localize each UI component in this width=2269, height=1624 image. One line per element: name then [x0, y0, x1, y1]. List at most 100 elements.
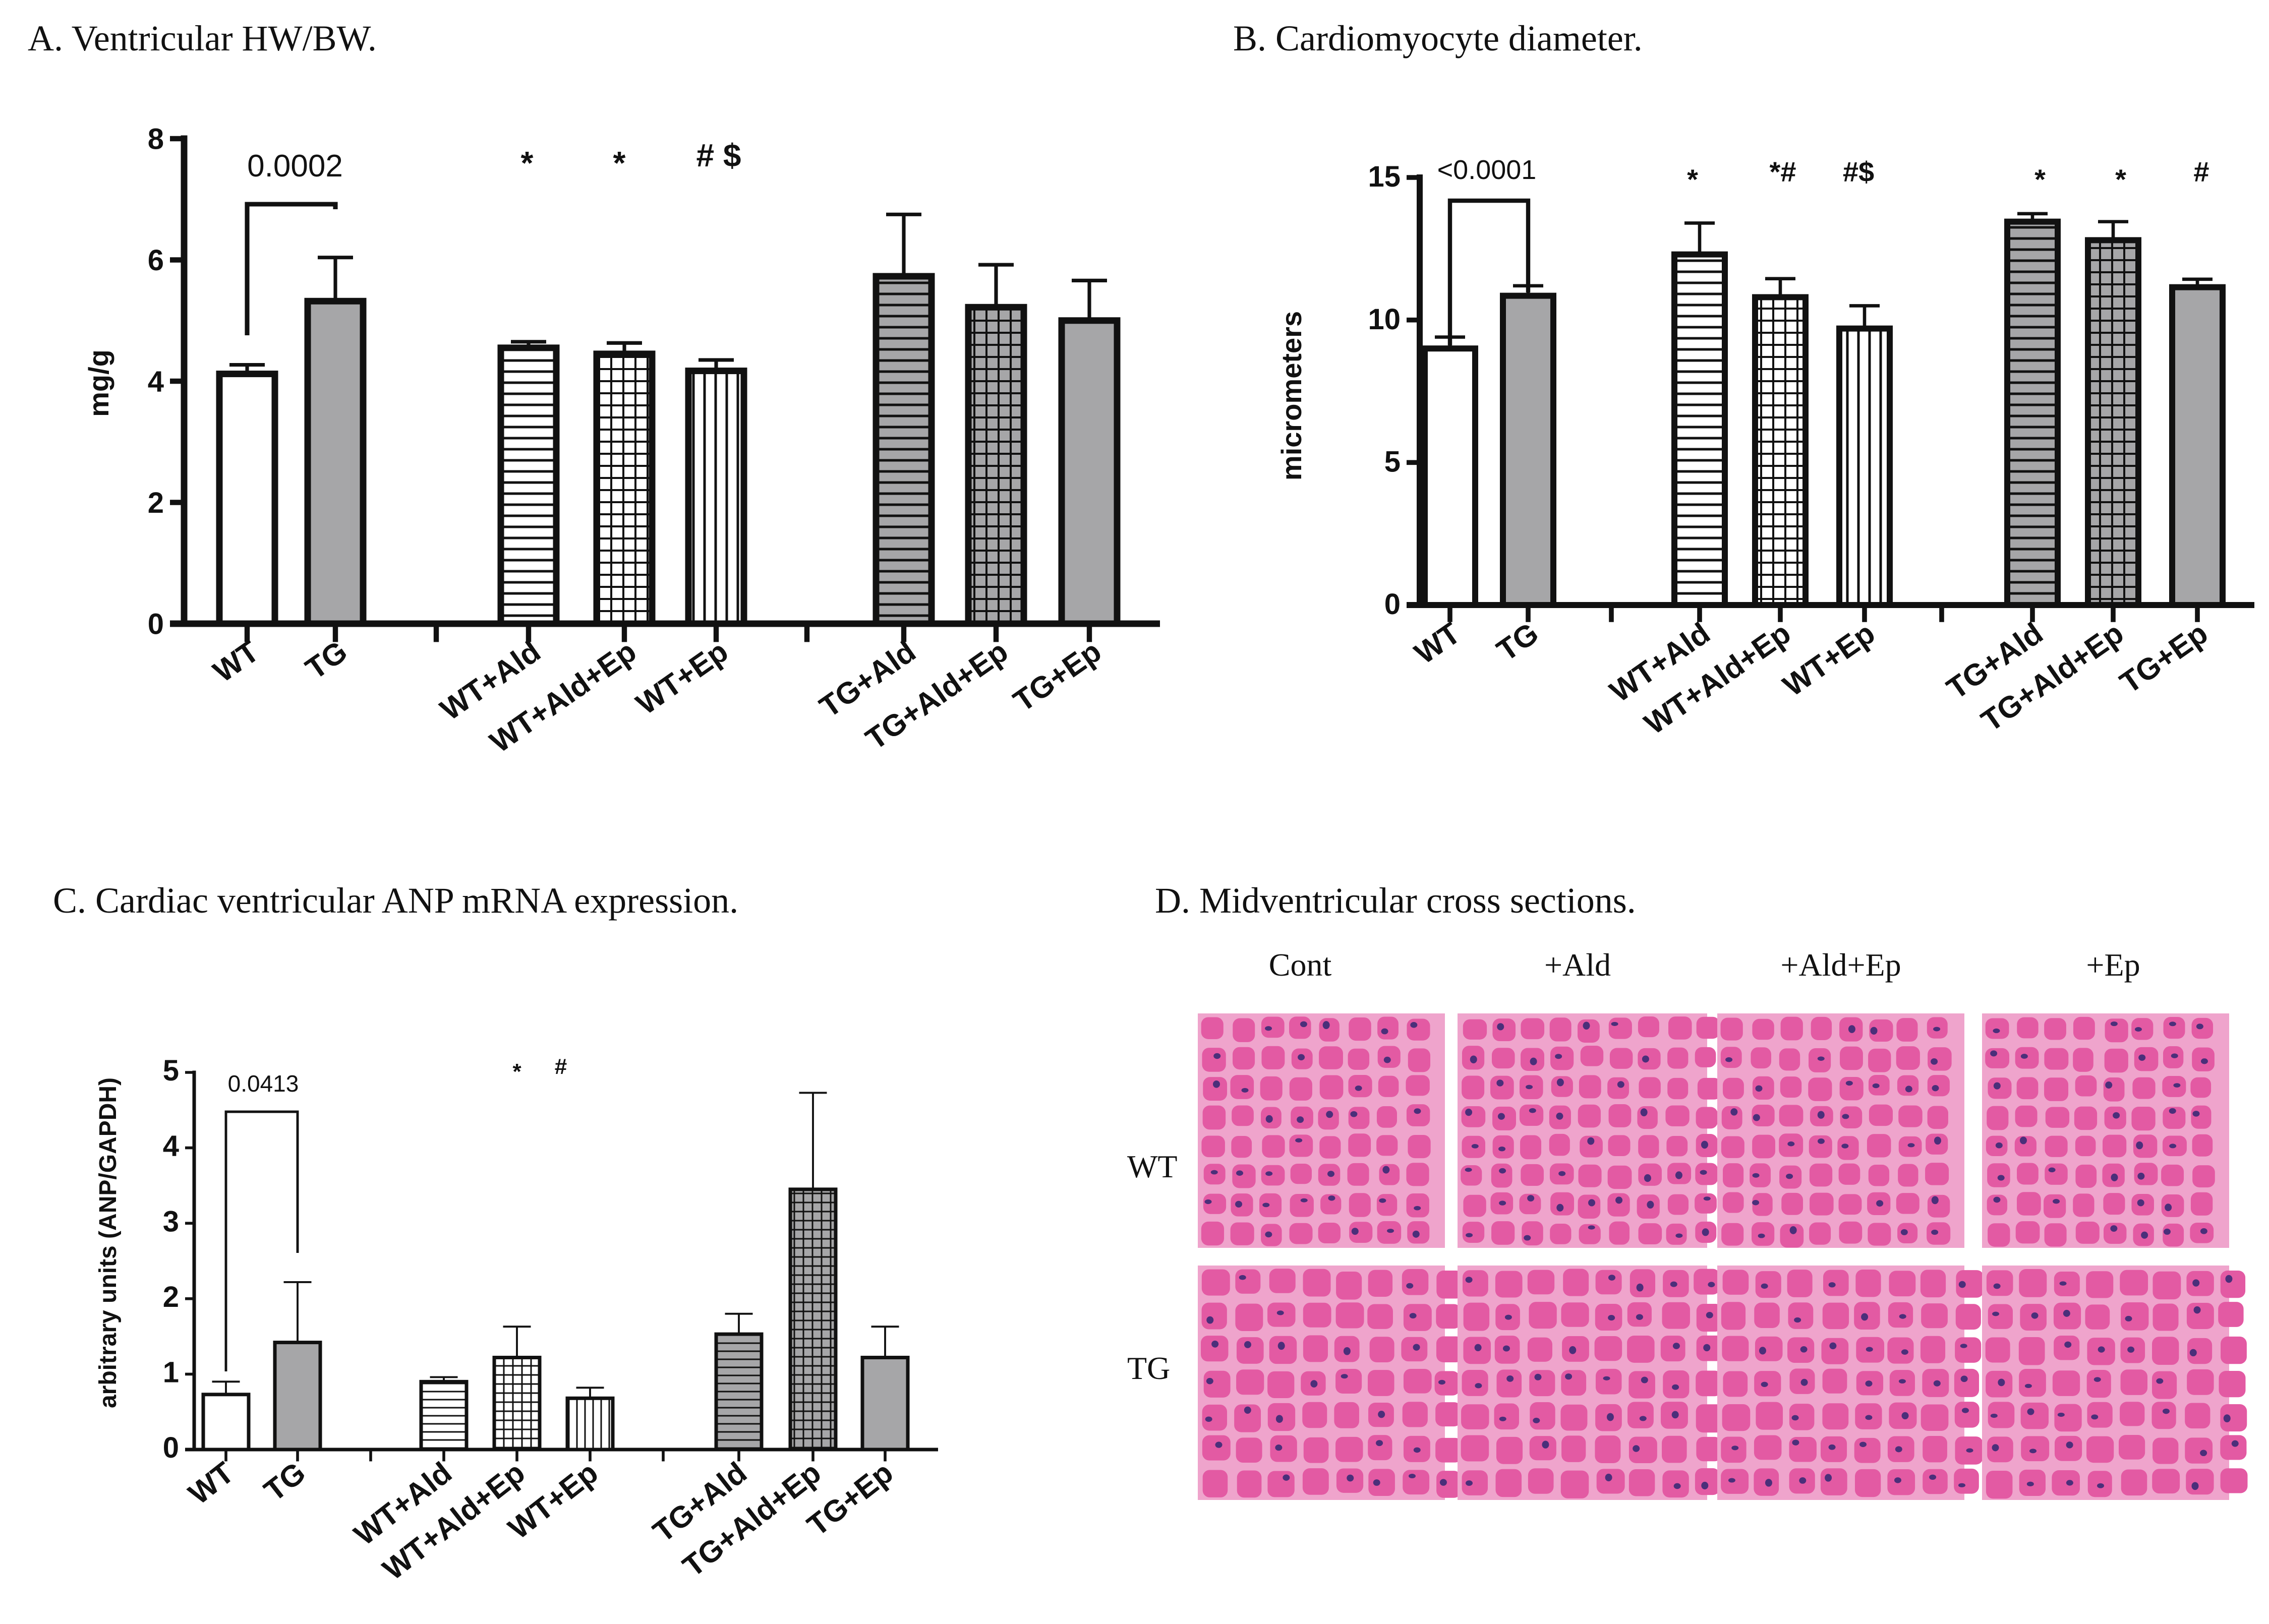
myocyte-cell: [2085, 1304, 2110, 1330]
myocyte-cell: [1721, 1302, 1746, 1330]
myocyte-cell: [1809, 1163, 1833, 1187]
panel-a-bracket-label: 0.0002: [247, 149, 343, 184]
myocyte-cell: [2045, 1107, 2070, 1128]
nucleus: [1497, 1023, 1504, 1031]
myocyte-cell: [2074, 1106, 2098, 1130]
myocyte-cell: [2120, 1270, 2148, 1296]
nucleus: [1895, 1446, 1902, 1453]
y-tick-label-c: 4: [163, 1130, 179, 1163]
myocyte-cell: [1230, 1075, 1254, 1099]
nucleus: [1327, 1171, 1335, 1177]
nucleus: [1605, 1473, 1612, 1481]
myocyte-cell: [1751, 1047, 1771, 1069]
myocyte-cell: [1259, 1193, 1282, 1218]
myocyte-cell: [2102, 1134, 2127, 1158]
nucleus: [1474, 1344, 1482, 1351]
nucleus: [1265, 1171, 1273, 1176]
nucleus: [2066, 1441, 2073, 1449]
myocyte-cell: [2163, 1017, 2185, 1039]
bar-a-4: [685, 368, 747, 627]
myocyte-cell: [2220, 1404, 2247, 1432]
myocyte-cell: [1839, 1221, 1863, 1244]
nucleus: [1755, 1085, 1763, 1092]
myocyte-cell: [1561, 1302, 1589, 1327]
myocyte-cell: [2131, 1107, 2156, 1131]
myocyte-cell: [2073, 1016, 2095, 1040]
bar-a-0: [216, 371, 278, 627]
myocyte-cell: [1928, 1047, 1952, 1071]
myocyte-cell: [1638, 1048, 1661, 1070]
myocyte-cell: [1492, 1106, 1516, 1130]
nucleus: [1588, 1225, 1595, 1230]
myocyte-cell: [1607, 1165, 1632, 1189]
bar-b-0: [1422, 345, 1478, 608]
myocyte-cell: [1722, 1270, 1749, 1295]
myocyte-cell: [1560, 1404, 1588, 1431]
nucleus: [2223, 1414, 2231, 1423]
nucleus: [1466, 1480, 1473, 1486]
nucleus: [1373, 1479, 1380, 1486]
myocyte-cell: [1637, 1106, 1658, 1129]
myocyte-cell: [1290, 1164, 1312, 1184]
nucleus: [1872, 1083, 1880, 1089]
myocyte-cell: [1491, 1163, 1512, 1188]
nucleus: [2110, 1225, 2118, 1232]
nucleus: [1504, 1314, 1512, 1320]
nucleus: [1300, 1198, 1308, 1202]
myocyte-cell: [1289, 1016, 1311, 1039]
nucleus: [1382, 1166, 1390, 1174]
myocyte-cell: [1303, 1437, 1329, 1463]
myocyte-cell: [2054, 1435, 2082, 1461]
myocyte-cell: [1663, 1370, 1690, 1399]
nucleus: [1758, 1233, 1765, 1238]
nucleus: [1993, 1028, 2000, 1034]
myocyte-cell: [2086, 1369, 2111, 1398]
bar-a-6: [965, 304, 1027, 627]
myocyte-cell: [1667, 1047, 1689, 1069]
bar-b-1: [1500, 292, 1556, 608]
myocyte-cell: [1608, 1017, 1632, 1039]
myocyte-cell: [1403, 1470, 1430, 1495]
nucleus: [1730, 1108, 1738, 1116]
myocyte-cell: [1203, 1077, 1228, 1101]
nucleus: [1465, 1108, 1473, 1116]
myocyte-cell: [1520, 1135, 1542, 1160]
y-tick-label-b: 0: [1384, 588, 1401, 621]
myocyte-cell: [1461, 1106, 1486, 1127]
myocyte-cell: [1608, 1104, 1632, 1127]
myocyte-cell: [1667, 1194, 1689, 1215]
myocyte-cell: [1402, 1269, 1429, 1295]
myocyte-cell: [1868, 1165, 1890, 1186]
nucleus: [1761, 1381, 1768, 1387]
panel-a-title: A. Ventricular HW/BW.: [28, 18, 377, 58]
nucleus: [1993, 1196, 2001, 1203]
myocyte-cell: [1530, 1402, 1555, 1430]
nucleus: [1414, 1206, 1421, 1211]
category-label-b: TG+Ep: [2114, 616, 2214, 700]
nucleus: [2093, 1377, 2101, 1382]
myocyte-cell: [1349, 1222, 1373, 1243]
nucleus: [1828, 1444, 1836, 1450]
myocyte-cell: [1348, 1107, 1370, 1129]
nucleus: [1703, 1344, 1711, 1352]
nucleus: [1235, 1200, 1243, 1208]
nucleus: [2053, 1198, 2060, 1204]
nucleus: [2231, 1440, 2239, 1447]
myocyte-cell: [2103, 1077, 2125, 1102]
myocyte-cell: [1529, 1370, 1555, 1397]
myocyte-cell: [1201, 1336, 1229, 1362]
nucleus: [2113, 1112, 2120, 1119]
myocyte-cell: [2220, 1271, 2246, 1298]
myocyte-cell: [1492, 1018, 1516, 1042]
nucleus: [2165, 1204, 2172, 1212]
nucleus: [1644, 1174, 1651, 1182]
myocyte-cell: [2134, 1163, 2158, 1185]
myocyte-cell: [1521, 1164, 1544, 1186]
myocyte-cell: [1463, 1019, 1487, 1040]
nucleus: [1761, 1283, 1768, 1289]
myocyte-cell: [1376, 1194, 1398, 1216]
panel-b-annotation: *: [2034, 163, 2046, 195]
nucleus: [1555, 1054, 1562, 1059]
myocyte-cell: [1578, 1194, 1601, 1219]
